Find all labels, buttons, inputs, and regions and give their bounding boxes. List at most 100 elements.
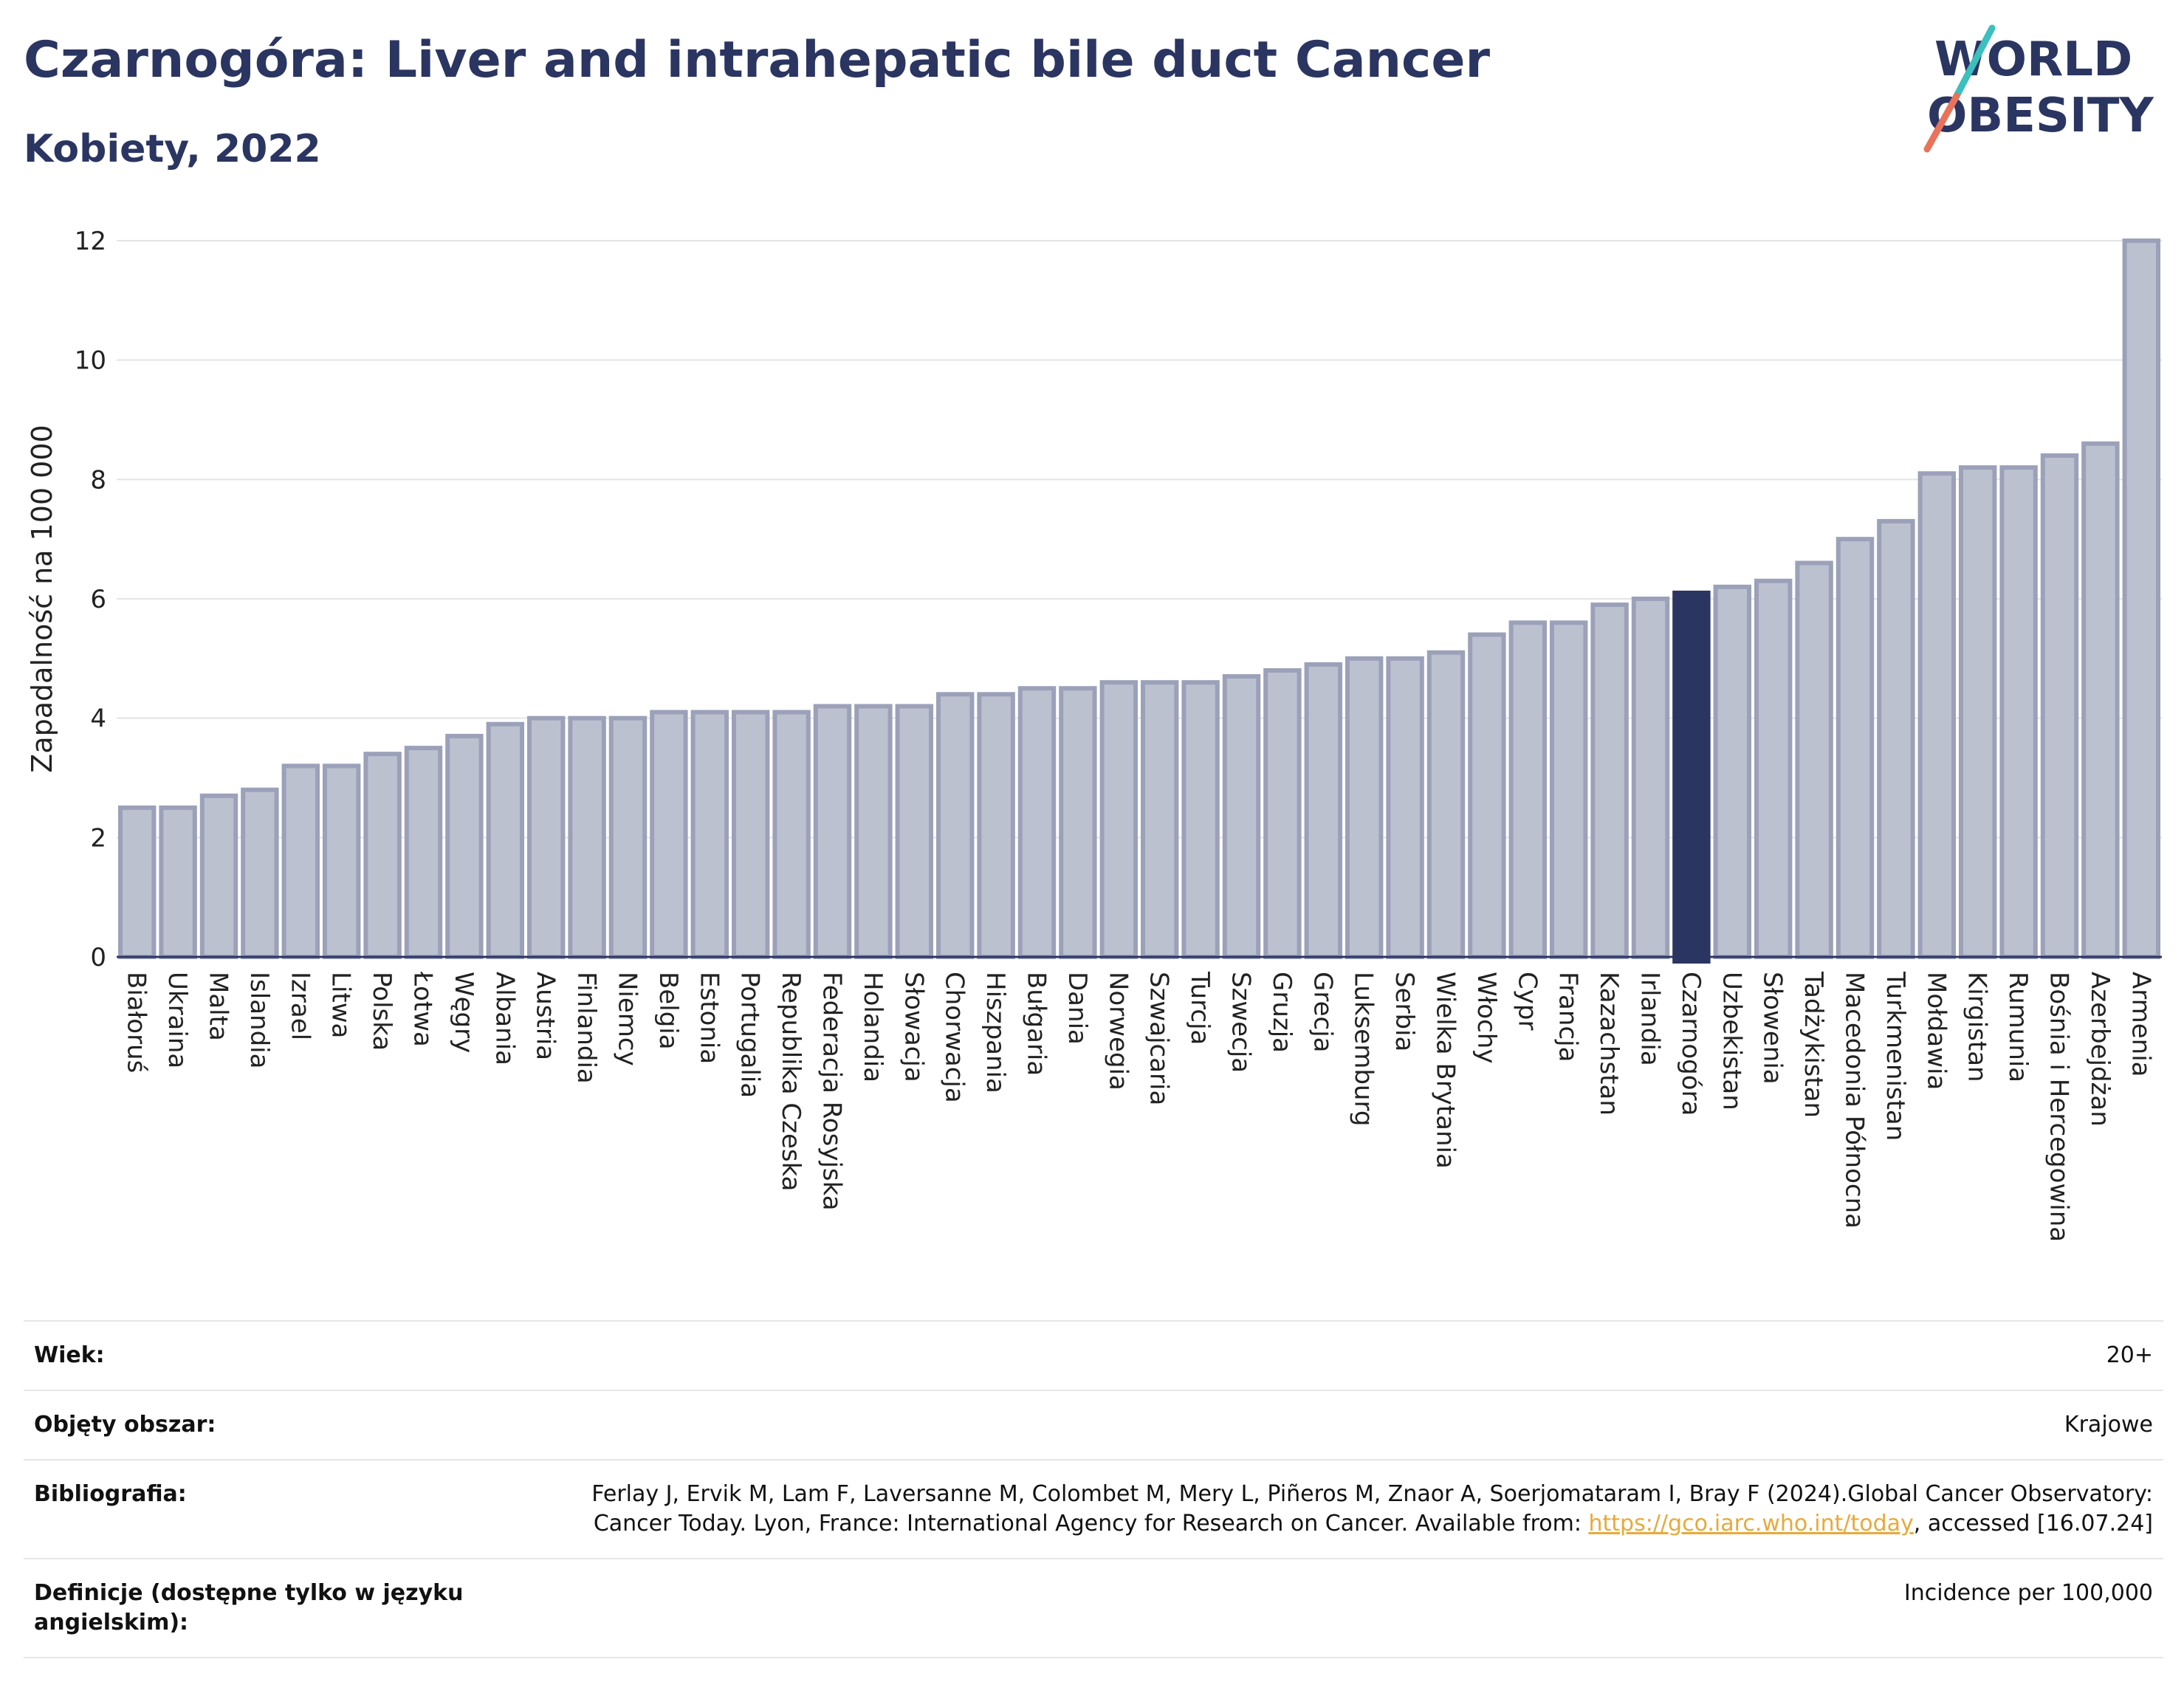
bar-Irlandia xyxy=(1631,597,1670,959)
info-key: Definicje (dostępne tylko w języku angie… xyxy=(34,1580,464,1635)
x-tick-label: Portugalia xyxy=(735,972,765,1098)
bar-Grecja xyxy=(1304,662,1343,960)
x-tick-label: Islandia xyxy=(244,972,274,1068)
info-value: 20+ xyxy=(2106,1342,2153,1368)
bar-Luksemburg xyxy=(1345,656,1384,959)
x-tick-label: Finlandia xyxy=(571,972,601,1084)
world-obesity-logo: WORLD OBESITY xyxy=(1923,24,2154,153)
y-axis-ticks: 0 2 4 6 8 10 12 xyxy=(75,227,106,972)
bar-Kirgistan xyxy=(1958,465,1997,959)
bar-Słowacja xyxy=(895,704,934,959)
bar-Turcja xyxy=(1181,680,1220,960)
x-tick-label: Bułgaria xyxy=(1022,972,1051,1076)
bar-Ukraina xyxy=(159,805,197,959)
y-tick-label: 4 xyxy=(90,704,106,734)
x-tick-label: Rumunia xyxy=(2003,972,2033,1082)
x-tick-label: Irlandia xyxy=(1635,972,1665,1066)
x-tick-label: Norwegia xyxy=(1103,972,1133,1091)
x-tick-label: Estonia xyxy=(694,972,724,1064)
info-row-area: Objęty obszar: Krajowe xyxy=(24,1390,2163,1459)
info-row-bibliography: Bibliografia: Ferlay J, Ervik M, Lam F, … xyxy=(24,1459,2163,1558)
source-link[interactable]: https://gco.iarc.who.int/today xyxy=(1588,1511,1914,1537)
bar-Norwegia xyxy=(1099,680,1139,960)
x-tick-label: Holandia xyxy=(858,972,887,1082)
x-tick-label: Czarnogóra xyxy=(1676,972,1706,1116)
y-tick-label: 12 xyxy=(75,227,106,256)
bar-Uzbekistan xyxy=(1713,584,1752,959)
bibliography-accessed: , accessed [16.07.24] xyxy=(1913,1511,2153,1537)
page-subtitle: Kobiety, 2022 xyxy=(24,127,321,171)
x-tick-label: Niemcy xyxy=(613,972,642,1066)
bar-Estonia xyxy=(690,710,729,959)
bar-Wielka Brytania xyxy=(1426,650,1466,959)
x-tick-label: Polska xyxy=(367,972,396,1051)
bar-Czarnogóra xyxy=(1672,590,1711,964)
x-tick-label: Wielka Brytania xyxy=(1431,972,1460,1169)
x-tick-label: Turcja xyxy=(1185,971,1215,1045)
bar-Niemcy xyxy=(608,715,648,960)
x-tick-label: Słowenia xyxy=(1758,972,1788,1085)
x-tick-label: Republika Czeska xyxy=(776,972,806,1192)
x-tick-label: Albania xyxy=(490,972,519,1065)
x-tick-label: Luksemburg xyxy=(1349,972,1378,1126)
x-tick-label: Słowacja xyxy=(899,972,928,1082)
x-tick-label: Ukraina xyxy=(162,972,192,1068)
bar-Izrael xyxy=(281,763,320,960)
bar-Gruzja xyxy=(1263,668,1302,959)
x-tick-label: Hiszpania xyxy=(981,972,1010,1094)
bar-Cypr xyxy=(1508,620,1548,959)
x-tick-label: Turkmenistan xyxy=(1881,971,1910,1141)
x-tick-label: Grecja xyxy=(1308,972,1337,1052)
bar-chart: 0 2 4 6 8 10 12 Białoruś Ukraina Malta Islandia Iz… xyxy=(26,227,2162,1242)
info-row-age: Wiek: 20+ xyxy=(24,1320,2163,1390)
x-tick-label: Belgia xyxy=(653,972,683,1050)
bars xyxy=(117,238,2161,964)
y-tick-label: 2 xyxy=(90,823,106,853)
bar-Finlandia xyxy=(568,715,606,960)
logo-slash-teal xyxy=(1953,24,1996,100)
info-row-definitions: Definicje (dostępne tylko w języku angie… xyxy=(24,1558,2163,1658)
bar-Malta xyxy=(199,793,238,959)
x-tick-label: Federacja Rosyjska xyxy=(817,972,847,1211)
x-tick-label: Uzbekistan xyxy=(1717,972,1746,1110)
x-tick-label: Dania xyxy=(1062,972,1092,1045)
page-title: Czarnogóra: Liver and intrahepatic bile … xyxy=(24,31,1491,89)
bar-Białoruś xyxy=(117,805,157,959)
x-tick-label: Włochy xyxy=(1472,972,1501,1063)
x-tick-label: Gruzja xyxy=(1267,972,1297,1053)
y-tick-label: 8 xyxy=(90,465,106,495)
bar-Słowenia xyxy=(1754,578,1793,959)
x-tick-label: Francja xyxy=(1553,972,1583,1062)
x-tick-label: Austria xyxy=(531,972,560,1060)
bar-Chorwacja xyxy=(935,692,975,959)
bar-Dania xyxy=(1059,686,1097,959)
logo-line2: OBESITY xyxy=(1927,89,2154,143)
bar-Macedonia Północna xyxy=(1836,537,1875,959)
info-value: Incidence per 100,000 xyxy=(1903,1580,2153,1606)
info-value: Ferlay J, Ervik M, Lam F, Laversanne M, … xyxy=(529,1480,2153,1539)
x-tick-label: Litwa xyxy=(326,972,356,1038)
bar-Armenia xyxy=(2122,238,2161,959)
x-tick-label: Serbia xyxy=(1390,972,1419,1051)
x-tick-label: Izrael xyxy=(285,972,315,1040)
x-tick-label: Armenia xyxy=(2126,972,2155,1077)
y-axis-label: Zapadalność na 100 000 xyxy=(26,425,58,772)
info-key: Bibliografia: xyxy=(34,1481,187,1507)
x-tick-label: Białoruś xyxy=(122,972,151,1073)
x-tick-label: Kazachstan xyxy=(1594,972,1624,1116)
info-key: Wiek: xyxy=(34,1342,105,1368)
x-tick-label: Tadżykistan xyxy=(1799,971,1828,1118)
y-tick-label: 10 xyxy=(75,346,106,376)
bar-Albania xyxy=(486,721,525,959)
bar-Serbia xyxy=(1386,656,1424,959)
bar-Islandia xyxy=(241,787,279,959)
bar-Mołdawia xyxy=(1917,471,1957,959)
bar-Bośnia i Hercegowina xyxy=(2040,453,2079,959)
x-tick-label: Bośnia i Hercegowina xyxy=(2044,972,2074,1242)
bar-Holandia xyxy=(854,704,893,959)
x-tick-label: Azerbejdżan xyxy=(2085,972,2115,1127)
bar-Kazachstan xyxy=(1590,602,1629,959)
x-tick-label: Kirgistan xyxy=(1962,972,1992,1082)
x-tick-label: Łotwa xyxy=(408,971,438,1047)
bar-Tadżykistan xyxy=(1795,560,1833,959)
